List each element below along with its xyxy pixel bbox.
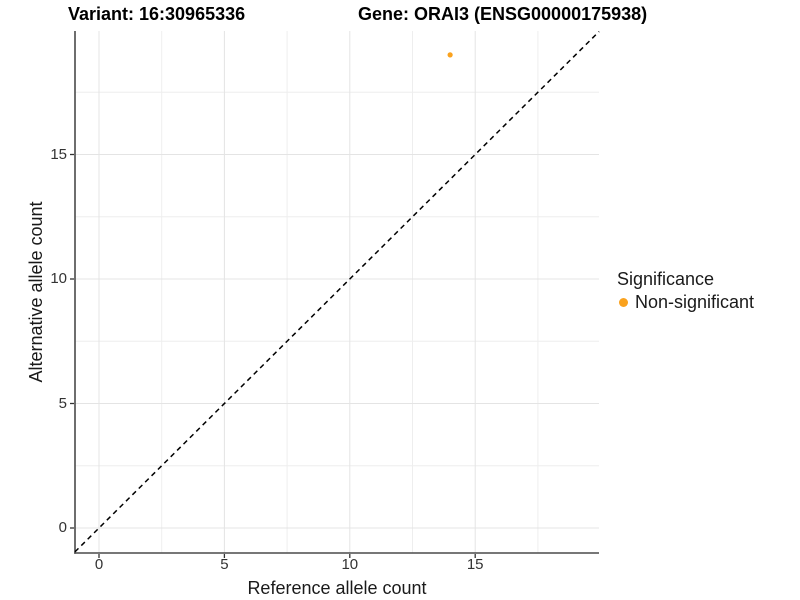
legend-item: Non-significant (617, 292, 754, 312)
y-tick-label: 15 (50, 145, 67, 163)
legend: Significance Non-significant (617, 269, 754, 312)
legend-item-label: Non-significant (635, 292, 755, 312)
identity-reference-line (74, 30, 600, 553)
plot-title-variant: Variant: 16:30965336 (68, 4, 246, 24)
x-tick-label: 10 (341, 556, 359, 573)
x-tick-label: 0 (94, 556, 104, 573)
plot-title-gene: Gene: ORAI3 (ENSG00000175938) (358, 4, 648, 24)
legend-title: Significance (617, 269, 715, 289)
legend-point-icon (619, 297, 628, 307)
y-tick-label: 0 (58, 519, 67, 536)
y-tick-label: 5 (58, 394, 67, 412)
x-tick-label: 15 (466, 556, 484, 573)
y-tick-label: 10 (50, 270, 67, 287)
x-tick-label: 5 (220, 556, 229, 573)
x-axis-title: Reference allele count (247, 578, 427, 598)
data-point (447, 52, 453, 58)
y-axis-title: Alternative allele count (26, 201, 46, 383)
